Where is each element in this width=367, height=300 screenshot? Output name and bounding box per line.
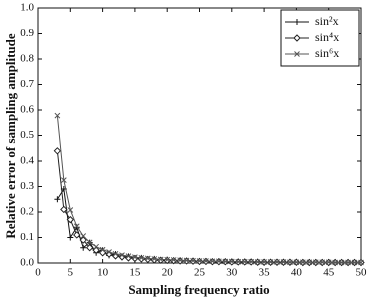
- x-tick-label: 20: [162, 267, 174, 279]
- marker: [274, 259, 280, 265]
- legend-marker: [293, 34, 301, 42]
- marker: [157, 256, 164, 263]
- marker: [183, 257, 190, 264]
- x-tick-label: 35: [259, 267, 271, 279]
- marker: [132, 254, 138, 260]
- marker: [338, 259, 345, 266]
- x-tick-label: 25: [194, 267, 206, 279]
- y-tick-label: 1.0: [20, 2, 34, 14]
- marker: [267, 259, 274, 265]
- marker: [79, 236, 87, 244]
- y-tick-label: 0.0: [20, 257, 34, 269]
- y-tick-label: 0.8: [20, 53, 34, 65]
- y-axis-label: Relative error of sampling amplitude: [3, 33, 18, 239]
- marker: [319, 259, 326, 266]
- marker: [170, 257, 177, 263]
- marker: [54, 112, 61, 119]
- legend-label: sin²x: [315, 14, 339, 28]
- marker: [351, 259, 358, 266]
- marker: [358, 259, 364, 266]
- x-tick-label: 15: [129, 267, 141, 279]
- x-tick-label: 0: [35, 267, 41, 279]
- series-line: [56, 150, 361, 263]
- marker: [235, 258, 242, 265]
- marker: [300, 259, 306, 266]
- marker: [287, 259, 293, 266]
- marker: [137, 255, 146, 263]
- marker: [261, 259, 267, 265]
- y-tick-label: 0.5: [20, 129, 34, 141]
- marker: [80, 233, 87, 239]
- marker: [325, 259, 332, 266]
- marker: [54, 196, 61, 203]
- marker: [112, 250, 119, 257]
- marker: [196, 258, 203, 264]
- marker: [151, 256, 158, 262]
- marker: [293, 259, 300, 266]
- legend-label: sin⁴x: [315, 30, 339, 44]
- marker: [144, 255, 152, 264]
- y-tick-label: 0.4: [20, 155, 34, 167]
- legend: sin²x sin⁴x sin⁶x: [280, 9, 360, 67]
- x-tick-label: 40: [291, 267, 303, 279]
- marker: [86, 239, 93, 246]
- marker: [216, 258, 222, 265]
- marker: [332, 259, 339, 266]
- y-tick-label: 0.7: [20, 78, 34, 90]
- marker: [144, 255, 151, 262]
- marker: [312, 259, 319, 266]
- marker: [99, 246, 106, 253]
- marker: [209, 258, 216, 265]
- x-tick-label: 30: [226, 267, 238, 279]
- marker: [60, 177, 67, 183]
- marker: [73, 231, 81, 239]
- marker: [280, 259, 287, 265]
- y-tick-label: 0.9: [20, 27, 34, 39]
- marker: [228, 258, 235, 265]
- x-axis-label: Sampling frequency ratio: [128, 282, 269, 297]
- legend-marker: [294, 19, 300, 25]
- marker: [93, 243, 99, 250]
- marker: [248, 258, 255, 265]
- marker: [254, 259, 261, 265]
- marker: [125, 253, 132, 259]
- y-tick-label: 0.2: [20, 206, 34, 218]
- y-tick-label: 0.3: [20, 180, 34, 192]
- marker: [67, 234, 74, 241]
- marker: [73, 223, 80, 230]
- marker: [157, 256, 165, 264]
- marker: [85, 243, 94, 252]
- x-tick-label: 45: [323, 267, 335, 279]
- series-line: [56, 115, 361, 263]
- marker: [60, 205, 68, 214]
- x-tick-label: 50: [356, 267, 367, 279]
- marker: [164, 256, 171, 263]
- y-tick-label: 0.6: [20, 104, 34, 116]
- marker: [150, 256, 158, 264]
- x-tick-label: 10: [97, 267, 109, 279]
- marker: [190, 257, 196, 264]
- marker: [67, 207, 74, 213]
- marker: [241, 258, 248, 265]
- marker: [306, 259, 313, 266]
- marker: [66, 215, 75, 224]
- series: [54, 112, 364, 266]
- marker: [222, 258, 229, 265]
- marker: [345, 259, 351, 266]
- legend-label: sin⁶x: [315, 46, 339, 60]
- marker: [53, 147, 62, 155]
- y-tick-label: 0.1: [20, 231, 34, 243]
- marker: [203, 258, 209, 264]
- legend-marker: [294, 51, 300, 57]
- marker: [138, 255, 145, 261]
- marker: [119, 252, 125, 258]
- marker: [106, 249, 112, 255]
- marker: [177, 257, 183, 264]
- x-tick-label: 5: [68, 267, 74, 279]
- marker: [80, 244, 87, 251]
